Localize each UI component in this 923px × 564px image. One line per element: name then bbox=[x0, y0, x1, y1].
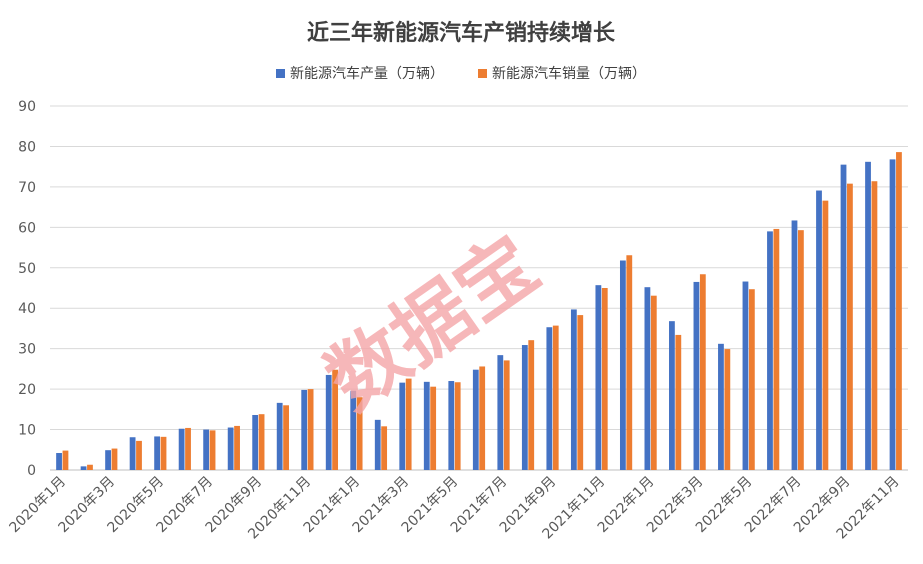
y-tick-label: 80 bbox=[18, 139, 36, 155]
bar-sales-2022年4月 bbox=[724, 349, 731, 470]
bar-production-2021年9月 bbox=[546, 327, 553, 470]
bar-production-2020年10月 bbox=[276, 402, 283, 470]
y-tick-label: 90 bbox=[18, 99, 36, 115]
bar-sales-2022年10月 bbox=[871, 181, 878, 470]
y-tick-label: 60 bbox=[18, 220, 36, 236]
bar-sales-2022年3月 bbox=[699, 274, 706, 470]
bar-production-2020年4月 bbox=[129, 437, 136, 470]
bar-production-2021年3月 bbox=[399, 382, 406, 470]
bar-production-2021年6月 bbox=[472, 369, 479, 470]
y-axis-ticks: 0 10 20 30 40 50 60 70 80 90 bbox=[18, 99, 36, 479]
bar-sales-2020年1月 bbox=[62, 450, 69, 470]
bar-sales-2022年7月 bbox=[797, 230, 804, 470]
chart-title: 近三年新能源汽车产销持续增长 bbox=[307, 20, 616, 46]
bar-sales-2021年8月 bbox=[528, 340, 535, 470]
bar-sales-2021年7月 bbox=[503, 360, 510, 470]
bar-production-2021年7月 bbox=[497, 355, 504, 470]
bar-production-2022年1月 bbox=[644, 287, 651, 470]
bar-sales-2021年10月 bbox=[577, 315, 584, 470]
bar-sales-2021年6月 bbox=[479, 366, 486, 470]
bar-sales-2020年2月 bbox=[87, 464, 93, 470]
bar-production-2020年3月 bbox=[105, 450, 111, 470]
y-tick-label: 30 bbox=[18, 342, 36, 358]
bar-sales-2022年1月 bbox=[650, 295, 657, 470]
bar-sales-2022年2月 bbox=[675, 334, 682, 470]
bar-production-2020年6月 bbox=[178, 428, 185, 470]
bar-production-2022年9月 bbox=[840, 164, 847, 470]
bar-production-2021年10月 bbox=[570, 309, 577, 470]
legend-swatch-production bbox=[276, 69, 285, 78]
bar-sales-2022年8月 bbox=[822, 200, 829, 470]
legend-swatch-sales bbox=[478, 69, 487, 78]
bar-sales-2021年11月 bbox=[601, 288, 608, 470]
bar-production-2021年1月 bbox=[350, 390, 357, 470]
bar-sales-2020年9月 bbox=[258, 414, 265, 470]
y-tick-label: 70 bbox=[18, 180, 36, 196]
bar-production-2020年9月 bbox=[252, 414, 259, 470]
bar-sales-2020年7月 bbox=[209, 430, 216, 470]
bar-production-2022年6月 bbox=[767, 231, 773, 470]
bar-sales-2020年5月 bbox=[160, 436, 167, 470]
bar-production-2022年3月 bbox=[693, 281, 700, 470]
bar-production-2020年5月 bbox=[154, 436, 161, 470]
bar-production-2020年7月 bbox=[203, 429, 210, 470]
bar-production-2020年8月 bbox=[227, 427, 234, 470]
bar-sales-2022年11月 bbox=[896, 152, 902, 470]
bar-sales-2020年10月 bbox=[283, 405, 289, 470]
bar-sales-2021年12月 bbox=[626, 255, 633, 470]
legend-label-production: 新能源汽车产量（万辆） bbox=[290, 65, 444, 82]
bar-sales-2021年9月 bbox=[552, 325, 559, 470]
bar-sales-2021年1月 bbox=[356, 397, 363, 470]
bar-sales-2021年3月 bbox=[405, 378, 412, 470]
bar-production-2020年12月 bbox=[325, 374, 332, 470]
bar-production-2021年11月 bbox=[595, 285, 602, 470]
bar-production-2021年12月 bbox=[619, 260, 626, 470]
bar-production-2021年8月 bbox=[521, 345, 528, 470]
bar-sales-2022年9月 bbox=[847, 183, 853, 471]
bar-production-2022年4月 bbox=[718, 343, 724, 470]
bar-production-2022年8月 bbox=[816, 190, 822, 471]
bar-sales-2021年2月 bbox=[381, 426, 388, 470]
bar-production-2021年5月 bbox=[448, 381, 455, 470]
bar-production-2022年2月 bbox=[669, 321, 675, 470]
y-tick-label: 20 bbox=[18, 382, 36, 398]
x-axis-ticks: 2020年1月2020年3月2020年5月2020年7月2020年9月2020年… bbox=[6, 474, 902, 543]
bar-production-2020年11月 bbox=[301, 389, 308, 470]
legend: 新能源汽车产量（万辆） 新能源汽车销量（万辆） bbox=[276, 65, 646, 82]
bar-sales-2020年8月 bbox=[234, 425, 240, 470]
legend-label-sales: 新能源汽车销量（万辆） bbox=[492, 65, 646, 82]
bar-sales-2020年4月 bbox=[136, 440, 142, 470]
bar-sales-2020年11月 bbox=[307, 389, 314, 470]
bar-sales-2020年6月 bbox=[185, 427, 191, 470]
bar-production-2022年5月 bbox=[742, 281, 749, 470]
bar-production-2020年2月 bbox=[80, 466, 87, 470]
grid-lines bbox=[50, 105, 908, 471]
y-tick-label: 0 bbox=[27, 463, 36, 479]
bar-production-2021年4月 bbox=[423, 381, 430, 470]
bar-sales-2021年5月 bbox=[454, 382, 461, 470]
bar-production-2021年2月 bbox=[374, 419, 381, 470]
bar-sales-2022年5月 bbox=[748, 289, 755, 470]
y-tick-label: 10 bbox=[18, 423, 36, 439]
y-tick-label: 50 bbox=[18, 261, 36, 277]
bar-sales-2020年12月 bbox=[332, 369, 339, 470]
y-tick-label: 40 bbox=[18, 301, 36, 317]
bar-production-2020年1月 bbox=[56, 453, 62, 470]
bar-sales-2021年4月 bbox=[430, 386, 437, 470]
bar-sales-2020年3月 bbox=[111, 448, 118, 470]
bars bbox=[56, 152, 902, 471]
bar-production-2022年11月 bbox=[889, 159, 896, 471]
bar-production-2022年7月 bbox=[791, 220, 798, 470]
bar-sales-2022年6月 bbox=[773, 228, 780, 470]
bar-production-2022年10月 bbox=[865, 161, 871, 470]
